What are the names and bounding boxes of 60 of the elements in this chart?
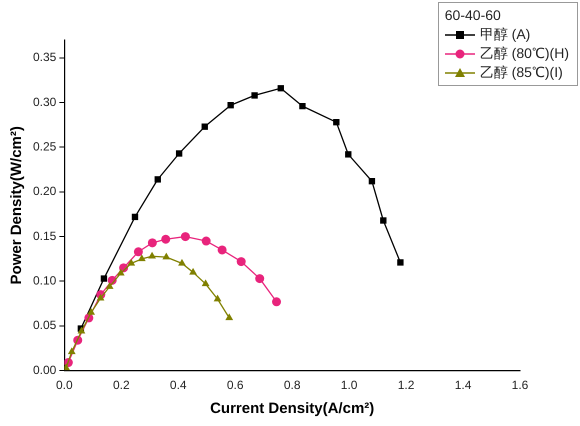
y-tick-label: 0.30 [32,94,57,109]
x-tick-label: 0.4 [170,378,187,392]
legend-label: 乙醇 (80℃)(H) [480,44,569,63]
point [148,238,157,248]
point [333,119,340,126]
point [161,234,170,244]
y-tick-label: 0.10 [32,274,57,288]
x-tick-label: 1.0 [340,378,358,392]
y-tick-label: 0.05 [32,318,57,332]
point [202,279,210,286]
point [189,268,197,275]
x-tick-label: 0.8 [284,378,301,392]
legend-title: 60-40-60 [444,6,502,25]
point [134,247,143,256]
x-tick-label: 1.2 [398,378,415,392]
point [176,150,182,157]
y-axis-title: Power Density(W/cm²) [8,126,26,284]
point [202,123,208,130]
y-tick-label: 0.35 [32,50,57,64]
x-tick-label: 1.4 [454,378,472,392]
point [87,308,96,315]
point [225,313,234,320]
point [68,347,76,354]
point [162,252,170,260]
point [299,102,306,110]
point [178,258,186,266]
x-tick-label: 1.6 [512,378,529,392]
legend-label: 乙醇 (85℃)(I) [480,63,563,82]
point [368,178,376,184]
x-tick-label: 0.0 [56,378,74,392]
y-tick-label: 0.25 [32,140,57,154]
point [132,214,138,220]
point [106,282,114,289]
point [127,258,136,266]
x-axis-title: Current Density(A/cm²) [210,400,374,418]
point [227,102,234,108]
point [138,254,146,262]
x-tick-label: 0.6 [226,378,244,392]
point [251,92,258,99]
point [218,245,227,254]
point [154,176,161,183]
y-tick-label: 0.00 [32,362,57,377]
point [148,252,156,258]
legend-label: 甲醇 (A) [480,25,530,44]
point [202,236,211,246]
point [278,85,284,92]
point [96,294,104,300]
point [345,151,352,158]
point [380,217,386,224]
y-tick-label: 0.20 [32,184,57,198]
point [214,294,222,302]
point [272,297,282,306]
point [116,268,125,276]
point [236,257,246,266]
point [180,232,190,242]
x-tick-label: 0.2 [112,378,130,392]
point [397,259,404,266]
point [255,274,264,284]
point [100,275,108,282]
y-tick-label: 0.15 [32,228,57,243]
